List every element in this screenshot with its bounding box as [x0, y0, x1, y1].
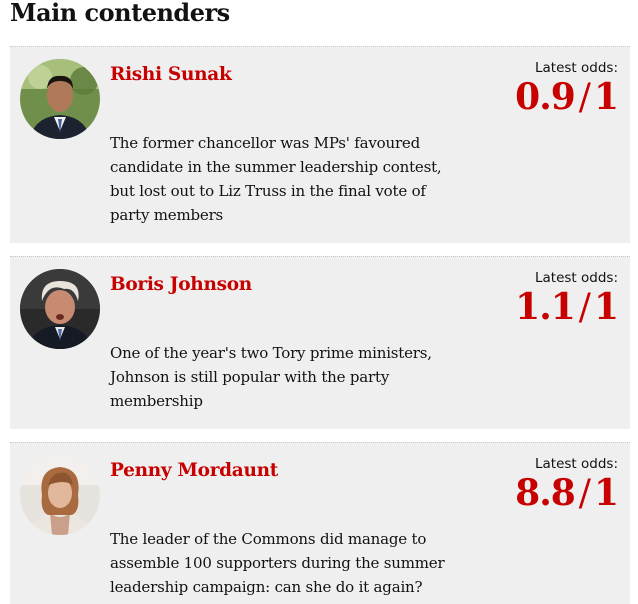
odds-block: Latest odds: 8.8/1: [515, 455, 619, 514]
contender-name: Rishi Sunak: [110, 64, 232, 85]
odds-block: Latest odds: 0.9/1: [515, 59, 619, 118]
portrait-image: [20, 59, 100, 139]
avatar: [20, 455, 100, 535]
contender-description: One of the year's two Tory prime ministe…: [110, 344, 432, 410]
contender-card: Rishi Sunak Latest odds: 0.9/1 The forme…: [10, 46, 630, 243]
portrait-image: [20, 455, 100, 535]
odds-numerator: 0.9: [515, 76, 576, 118]
portrait-image: [20, 269, 100, 349]
odds-denominator: 1: [593, 286, 619, 328]
odds-numerator: 1.1: [515, 286, 576, 328]
odds-numerator: 8.8: [515, 472, 576, 514]
odds-denominator: 1: [593, 76, 619, 118]
contender-card: Boris Johnson Latest odds: 1.1/1 One of …: [10, 256, 630, 429]
avatar: [20, 269, 100, 349]
section-heading: Main contenders: [10, 0, 230, 27]
odds-separator: /: [578, 473, 591, 514]
odds-label: Latest odds:: [535, 60, 618, 76]
avatar: [20, 59, 100, 139]
contender-card: Penny Mordaunt Latest odds: 8.8/1 The le…: [10, 442, 630, 604]
odds-value: 0.9/1: [515, 76, 619, 118]
contender-description: The former chancellor was MPs' favoured …: [110, 134, 442, 224]
contender-description: The leader of the Commons did manage to …: [110, 530, 445, 596]
contender-name: Penny Mordaunt: [110, 460, 279, 481]
odds-block: Latest odds: 1.1/1: [515, 269, 619, 328]
odds-separator: /: [578, 77, 591, 118]
odds-value: 1.1/1: [515, 286, 619, 328]
contender-name: Boris Johnson: [110, 274, 252, 295]
odds-value: 8.8/1: [515, 472, 619, 514]
odds-denominator: 1: [593, 472, 619, 514]
odds-separator: /: [578, 287, 591, 328]
odds-label: Latest odds:: [535, 270, 618, 286]
odds-label: Latest odds:: [535, 456, 618, 472]
